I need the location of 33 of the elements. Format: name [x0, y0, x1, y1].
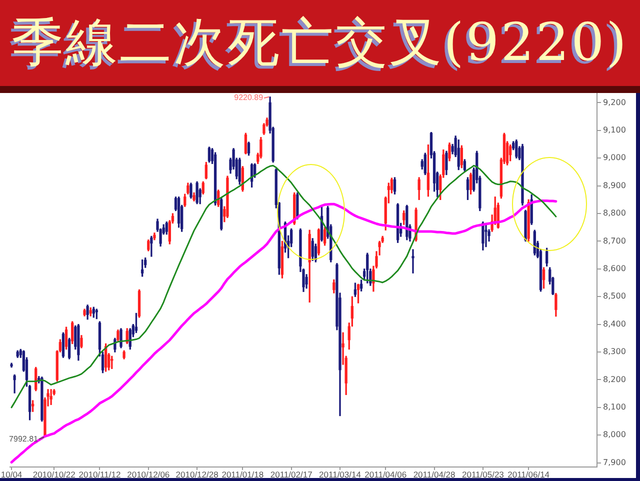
annotation: 7992.81 — [9, 434, 39, 444]
x-tick-label: 2011/04/06 — [364, 469, 407, 480]
candlestick — [50, 389, 52, 405]
candlestick — [412, 249, 414, 274]
y-tick-label: 7,900 — [603, 458, 626, 467]
y-tick-label: 8,700 — [603, 236, 626, 246]
annotation: 9220.89 — [234, 93, 264, 102]
candlestick — [13, 374, 16, 394]
x-tick-label: 2011/03/14 — [319, 469, 362, 480]
candlestick — [484, 222, 488, 248]
y-tick-label: 8,500 — [603, 292, 626, 301]
y-tick-label: 8,000 — [603, 430, 626, 440]
x-tick-label: 2011/06/14 — [508, 469, 550, 480]
y-tick-label: 8,600 — [603, 264, 626, 273]
y-tick-label: 8,400 — [603, 319, 626, 328]
x-tick-label: 2011/05/23 — [462, 469, 504, 480]
x-tick-label: 2010/11/12 — [78, 469, 121, 480]
y-tick-label: 8,200 — [603, 374, 626, 384]
y-tick-label: 9,100 — [603, 125, 626, 134]
y-tick-label: 8,300 — [603, 347, 626, 356]
x-tick-label: 10/04 — [0, 469, 22, 480]
x-tick-label: 2010/10/22 — [32, 469, 76, 480]
x-tick-label: 2011/04/28 — [413, 469, 456, 480]
x-tick-label: 2011/01/18 — [222, 469, 264, 480]
y-tick-label: 8,100 — [603, 402, 626, 412]
y-tick-label: 8,800 — [603, 208, 626, 218]
x-tick-label: 2010/12/06 — [127, 469, 170, 480]
y-tick-label: 9,000 — [603, 153, 626, 162]
chart-title: 季線二次死亡交叉(9220) — [12, 12, 628, 75]
x-tick-label: 2011/02/17 — [270, 469, 313, 480]
y-tick-label: 9,200 — [603, 98, 626, 107]
x-tick-label: 2010/12/28 — [176, 469, 219, 480]
y-tick-label: 8,900 — [603, 180, 626, 190]
